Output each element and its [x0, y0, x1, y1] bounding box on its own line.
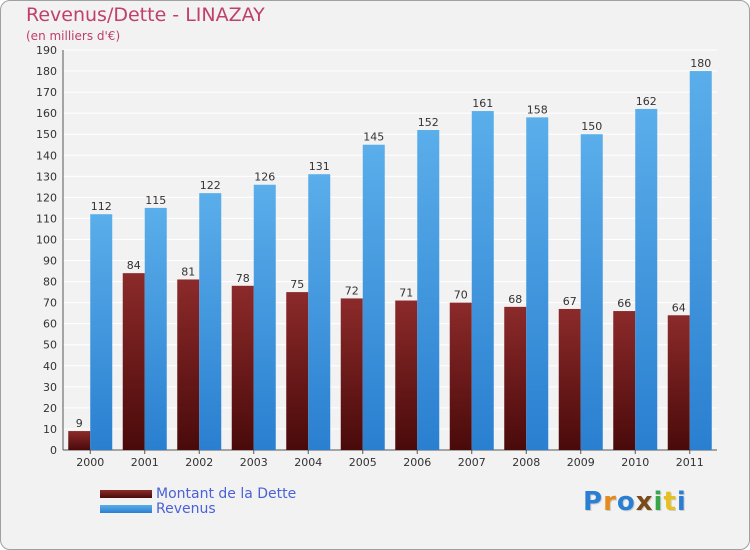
x-tick-label: 2000	[76, 456, 104, 469]
bar-debt	[68, 431, 91, 450]
data-label-revenue: 150	[581, 120, 602, 133]
data-label-revenue: 180	[690, 57, 711, 70]
bar-revenue	[526, 117, 549, 451]
legend-swatch-revenue	[100, 504, 152, 513]
data-label-revenue: 122	[200, 179, 221, 192]
bar-revenue	[471, 111, 494, 450]
bar-revenue	[417, 130, 440, 450]
data-label-debt: 66	[617, 297, 631, 310]
bar-debt	[177, 279, 200, 450]
y-tick-label: 30	[43, 381, 57, 394]
data-label-revenue: 131	[309, 160, 330, 173]
proxiti-logo: Proxiti	[583, 487, 687, 517]
y-tick-label: 50	[43, 339, 57, 352]
data-label-debt: 78	[236, 272, 250, 285]
legend-label-debt: Montant de la Dette	[156, 485, 297, 502]
logo-letter: t	[663, 487, 677, 517]
x-tick-label: 2003	[240, 456, 268, 469]
x-tick-label: 2008	[512, 456, 540, 469]
bar-debt	[286, 292, 309, 450]
y-tick-label: 130	[36, 170, 57, 183]
bar-revenue	[635, 108, 658, 451]
y-tick-label: 70	[43, 297, 57, 310]
data-label-debt: 72	[345, 284, 359, 297]
bar-revenue	[144, 207, 167, 450]
bar-debt	[667, 315, 690, 450]
x-tick-label: 2010	[621, 456, 649, 469]
y-tick-label: 10	[43, 423, 57, 436]
y-tick-label: 160	[36, 107, 57, 120]
bar-revenue	[689, 71, 712, 450]
data-label-revenue: 126	[254, 171, 275, 184]
data-label-revenue: 158	[527, 103, 548, 116]
bar-revenue	[253, 184, 276, 450]
y-tick-label: 110	[36, 212, 57, 225]
x-tick-label: 2007	[458, 456, 486, 469]
legend-label-revenue: Revenus	[156, 500, 216, 517]
y-tick-label: 40	[43, 360, 57, 373]
data-label-revenue: 152	[418, 116, 439, 129]
x-tick-label: 2004	[294, 456, 322, 469]
logo-letter: r	[603, 487, 617, 517]
legend: Montant de la Dette Revenus	[100, 485, 297, 517]
bar-debt	[449, 302, 472, 450]
y-tick-label: 150	[36, 128, 57, 141]
logo-letter: i	[653, 487, 664, 517]
bar-revenue	[580, 134, 603, 451]
y-tick-label: 190	[36, 44, 57, 57]
chart-subtitle: (en milliers d'€)	[26, 29, 121, 43]
legend-item-debt: Montant de la Dette	[100, 485, 297, 502]
x-tick-label: 2011	[676, 456, 704, 469]
bar-revenue	[362, 144, 385, 450]
data-label-debt: 81	[181, 265, 195, 278]
x-tick-label: 2009	[567, 456, 595, 469]
y-tick-label: 60	[43, 318, 57, 331]
y-tick-label: 80	[43, 276, 57, 289]
plot-area	[63, 50, 717, 450]
legend-swatch-debt	[100, 489, 152, 498]
data-label-debt: 71	[399, 287, 413, 300]
logo-letter: x	[635, 487, 654, 517]
chart-title: Revenus/Dette - LINAZAY	[26, 4, 265, 26]
bar-debt	[395, 300, 418, 450]
data-label-revenue: 161	[472, 97, 493, 110]
data-label-revenue: 162	[636, 95, 657, 108]
y-tick-label: 170	[36, 86, 57, 99]
legend-item-revenue: Revenus	[100, 500, 296, 517]
bar-revenue	[199, 193, 222, 450]
y-tick-label: 180	[36, 65, 57, 78]
bar-debt	[231, 285, 254, 450]
data-label-debt: 68	[508, 293, 522, 306]
y-tick-label: 20	[43, 402, 57, 415]
x-tick-label: 2002	[185, 456, 213, 469]
data-label-debt: 84	[127, 259, 141, 272]
data-label-debt: 64	[672, 301, 686, 314]
data-label-debt: 67	[563, 295, 577, 308]
x-tick-label: 2006	[403, 456, 431, 469]
bar-debt	[122, 273, 145, 450]
x-tick-label: 2001	[131, 456, 159, 469]
bar-debt	[504, 306, 527, 450]
y-tick-label: 120	[36, 191, 57, 204]
y-tick-label: 140	[36, 149, 57, 162]
data-label-debt: 70	[454, 289, 468, 302]
y-tick-label: 90	[43, 255, 57, 268]
data-label-debt: 9	[76, 417, 83, 430]
bar-revenue	[308, 174, 331, 451]
data-label-debt: 75	[290, 278, 304, 291]
logo-letter: i	[676, 487, 687, 517]
bar-debt	[340, 298, 363, 450]
data-label-revenue: 145	[363, 131, 384, 144]
data-label-revenue: 112	[91, 200, 112, 213]
bar-debt	[613, 311, 636, 450]
x-tick-label: 2005	[349, 456, 377, 469]
bar-debt	[558, 308, 581, 450]
logo-letter: o	[616, 487, 636, 517]
logo-letter: P	[583, 487, 604, 517]
data-label-revenue: 115	[145, 194, 166, 207]
y-tick-label: 100	[36, 233, 57, 246]
y-tick-label: 0	[50, 444, 57, 457]
bar-revenue	[90, 214, 113, 450]
